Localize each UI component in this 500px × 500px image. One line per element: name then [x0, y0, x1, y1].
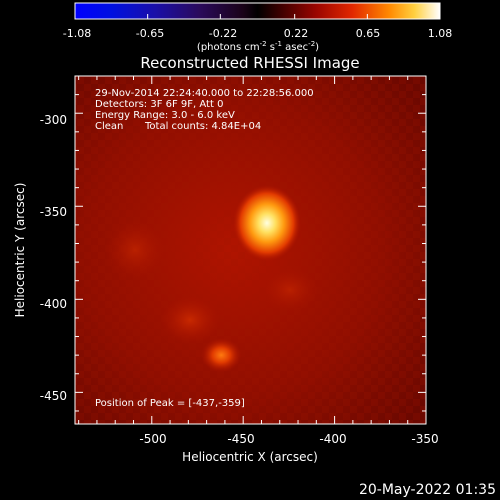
energy-range-label: Energy Range: 3.0 - 6.0 keV — [95, 110, 235, 121]
colorbar-tick-label: -0.22 — [209, 27, 237, 40]
peak-position-label: Position of Peak = [-437,-359] — [95, 398, 245, 409]
colorbar-tick-label: 0.22 — [284, 27, 309, 40]
faint-source — [160, 296, 220, 344]
colorbar-tick-label: -0.65 — [136, 27, 164, 40]
y-tick-label: -400 — [40, 297, 67, 311]
secondary-xray-source — [201, 338, 242, 373]
x-tick-label: -400 — [319, 432, 346, 446]
detectors-label: Detectors: 3F 6F 9F, Att 0 — [95, 99, 223, 110]
total-counts-label: Total counts: 4.84E+04 — [144, 121, 261, 132]
y-axis-label: Heliocentric Y (arcsec) — [13, 183, 27, 318]
x-tick-label: -500 — [139, 432, 166, 446]
primary-xray-source — [232, 185, 301, 262]
colorbar-gradient — [74, 2, 441, 20]
axis-ticks — [75, 75, 427, 424]
y-tick-label: -450 — [40, 389, 67, 403]
footer-date: 20-May-2022 01:35 — [359, 482, 496, 498]
clean-label: Clean — [95, 121, 123, 132]
faint-source — [105, 220, 165, 280]
time-range-label: 29-Nov-2014 22:24:40.000 to 22:28:56.000 — [95, 88, 314, 99]
image-annotations: 29-Nov-2014 22:24:40.000 to 22:28:56.000… — [95, 88, 314, 409]
colorbar-tick-label: 1.08 — [428, 27, 453, 40]
x-tick-label: -350 — [411, 432, 438, 446]
plot-title: Reconstructed RHESSI Image — [140, 54, 359, 72]
colorbar-units: (photons cm-2 s-1 asec-2) — [197, 40, 319, 53]
plot-frame — [74, 75, 427, 425]
x-axis-label: Heliocentric X (arcsec) — [182, 450, 318, 464]
y-tick-label: -300 — [40, 113, 67, 127]
rhessi-image — [75, 76, 426, 424]
colorbar-tick-label: 0.65 — [356, 27, 381, 40]
y-tick-label: -350 — [40, 205, 67, 219]
colorbar-tick-label: -1.08 — [63, 27, 91, 40]
x-tick-label: -450 — [227, 432, 254, 446]
faint-source — [262, 268, 318, 312]
colorbar-ticks — [74, 14, 441, 19]
colorbar: -1.08 -0.65 -0.22 0.22 0.65 1.08 (photon… — [63, 2, 453, 53]
